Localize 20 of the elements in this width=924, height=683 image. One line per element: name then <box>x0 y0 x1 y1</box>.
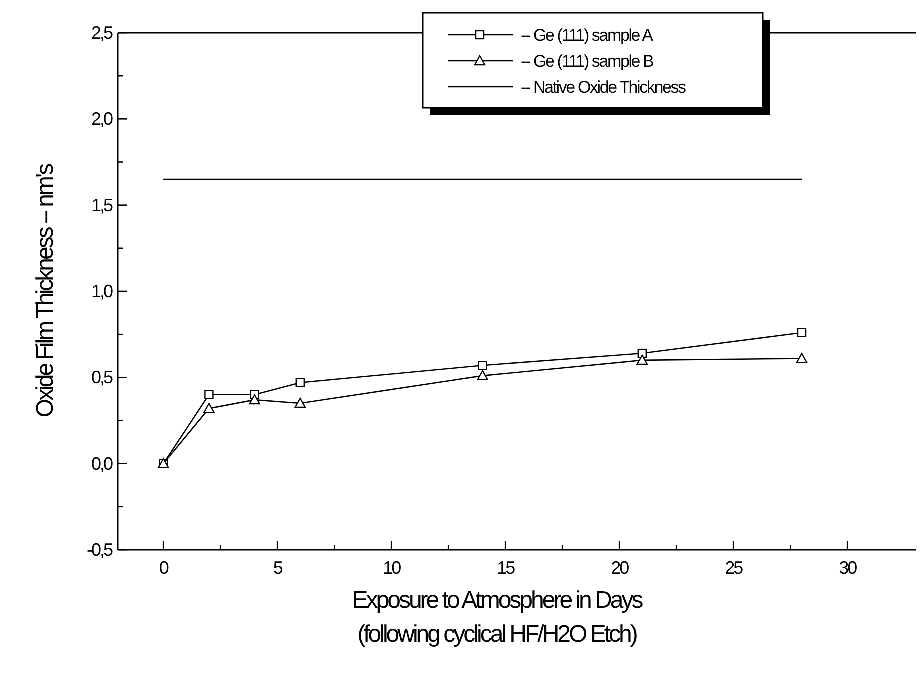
x-axis-title: Exposure to Atmosphere in Days <box>352 587 644 614</box>
x-tick-label: 30 <box>839 558 858 578</box>
x-tick-label: 20 <box>611 558 630 578</box>
y-tick-label: 0,0 <box>91 454 114 474</box>
x-tick-label: 25 <box>725 558 744 578</box>
text: (following cyclical HF/H2O Etch) <box>358 621 638 648</box>
y-tick-label: 1,0 <box>91 282 114 302</box>
y-axis-title: Oxide Film Thickness -- nm's <box>32 163 59 418</box>
x-tick-label: 0 <box>159 558 170 578</box>
y-tick-label: 2,0 <box>91 109 114 130</box>
y-tick-label: 2,5 <box>91 23 114 43</box>
y-tick-label: 1,5 <box>91 195 114 216</box>
x-tick-label: 5 <box>273 558 284 578</box>
y-tick-label: 0,5 <box>91 368 114 388</box>
x-tick-label: 10 <box>383 558 402 578</box>
legend-label: -- Ge (111) sample B <box>521 52 654 71</box>
x-tick-label: 15 <box>497 558 516 578</box>
y-tick-label: -0,5 <box>86 540 114 560</box>
legend-label: -- Ge (111) sample A <box>521 26 654 45</box>
legend-label: -- Native Oxide Thickness <box>521 78 686 97</box>
